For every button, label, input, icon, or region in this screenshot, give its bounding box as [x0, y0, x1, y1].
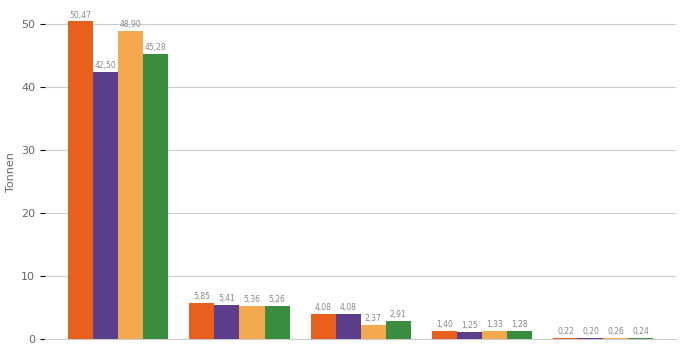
Text: 45,28: 45,28 [145, 43, 166, 52]
Bar [310, 314, 336, 339]
Bar [93, 72, 118, 339]
Bar [118, 31, 143, 339]
Text: 5,41: 5,41 [218, 294, 235, 304]
Bar [507, 331, 532, 339]
Text: 5,85: 5,85 [193, 292, 210, 301]
Text: 2,37: 2,37 [365, 314, 382, 323]
Bar [386, 321, 411, 339]
Bar [604, 338, 628, 339]
Bar [189, 303, 214, 339]
Text: 50,47: 50,47 [70, 11, 91, 20]
Bar [143, 54, 168, 339]
Bar [68, 21, 93, 339]
Bar [265, 306, 290, 339]
Bar [432, 331, 457, 339]
Text: 4,08: 4,08 [314, 303, 331, 312]
Bar [361, 325, 386, 339]
Text: 0,22: 0,22 [557, 327, 574, 336]
Text: 4,08: 4,08 [340, 303, 357, 312]
Bar [553, 338, 578, 339]
Text: 1,28: 1,28 [512, 320, 528, 330]
Bar [628, 338, 653, 339]
Text: 5,36: 5,36 [243, 295, 261, 304]
Text: 1,33: 1,33 [486, 320, 503, 329]
Bar [239, 306, 265, 339]
Text: 2,91: 2,91 [390, 310, 406, 319]
Text: 5,26: 5,26 [269, 296, 286, 304]
Text: 1,25: 1,25 [461, 321, 478, 330]
Text: 48,90: 48,90 [120, 20, 142, 29]
Text: 0,24: 0,24 [632, 327, 649, 336]
Bar [336, 314, 361, 339]
Bar [482, 331, 507, 339]
Bar [578, 338, 604, 339]
Bar [214, 305, 239, 339]
Bar [457, 332, 482, 339]
Text: 0,20: 0,20 [582, 327, 599, 336]
Text: 0,26: 0,26 [608, 327, 624, 336]
Text: 1,40: 1,40 [436, 320, 453, 329]
Y-axis label: Tonnen: Tonnen [5, 153, 16, 192]
Text: 42,50: 42,50 [95, 61, 117, 70]
